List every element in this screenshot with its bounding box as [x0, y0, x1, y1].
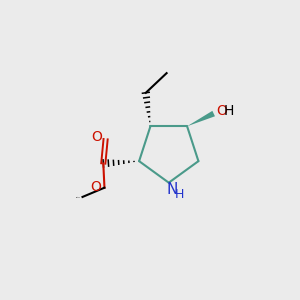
Text: O: O: [90, 180, 101, 194]
Text: H: H: [175, 188, 184, 201]
Text: N: N: [167, 182, 178, 197]
Text: methyl: methyl: [76, 197, 81, 198]
Polygon shape: [187, 111, 215, 126]
Text: O: O: [216, 104, 227, 118]
Text: H: H: [224, 104, 234, 118]
Text: O: O: [92, 130, 102, 144]
